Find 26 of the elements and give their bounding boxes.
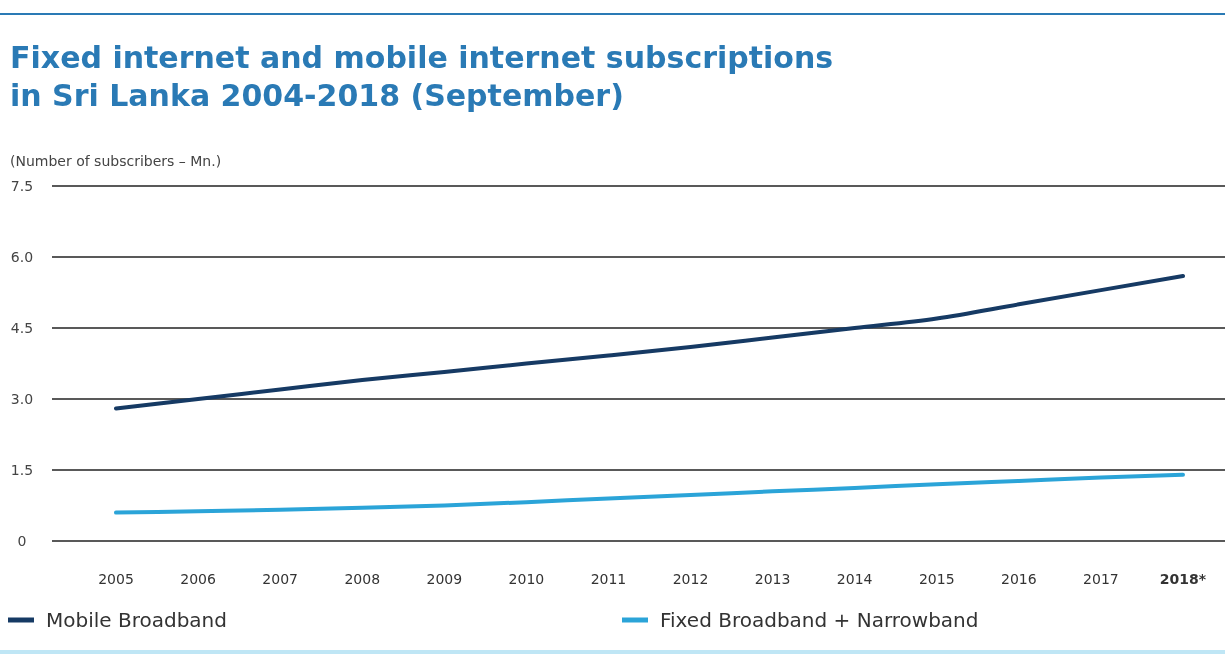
x-tick-label: 2013: [754, 571, 791, 587]
line-series: [114, 273, 1185, 411]
legend-label: Mobile Broadband: [46, 608, 227, 632]
y-tick-label: 6.0: [10, 249, 34, 265]
chart-title: Fixed internet and mobile internet subscriptions in Sri Lanka 2004-2018 (September): [10, 40, 834, 113]
x-tick-label: 2008: [344, 571, 381, 587]
x-tick-label: 2018*: [1159, 571, 1207, 587]
line-series: [114, 472, 1185, 515]
x-tick-label: 2007: [262, 571, 298, 587]
x-tick-label: 2005: [98, 571, 134, 587]
y-tick-label: 0: [17, 533, 27, 549]
y-axis-title: (Number of subscribers – Mn.): [10, 153, 222, 169]
y-tick-label: 4.5: [10, 320, 34, 336]
y-tick-label: 1.5: [10, 462, 34, 478]
y-tick-label: 3.0: [10, 391, 34, 407]
x-tick-label: 2010: [508, 571, 545, 587]
x-tick-label: 2016: [1001, 571, 1037, 587]
x-tick-label: 2015: [918, 571, 955, 587]
y-tick-label: 7.5: [10, 178, 34, 194]
legend-label: Fixed Broadband + Narrowband: [660, 608, 979, 632]
x-tick-label: 2011: [590, 571, 627, 587]
x-tick-label: 2012: [672, 571, 709, 587]
x-tick-label: 2017: [1083, 571, 1119, 587]
x-tick-label: 2009: [426, 571, 463, 587]
x-tick-label: 2014: [836, 571, 873, 587]
x-tick-label: 2006: [180, 571, 216, 587]
